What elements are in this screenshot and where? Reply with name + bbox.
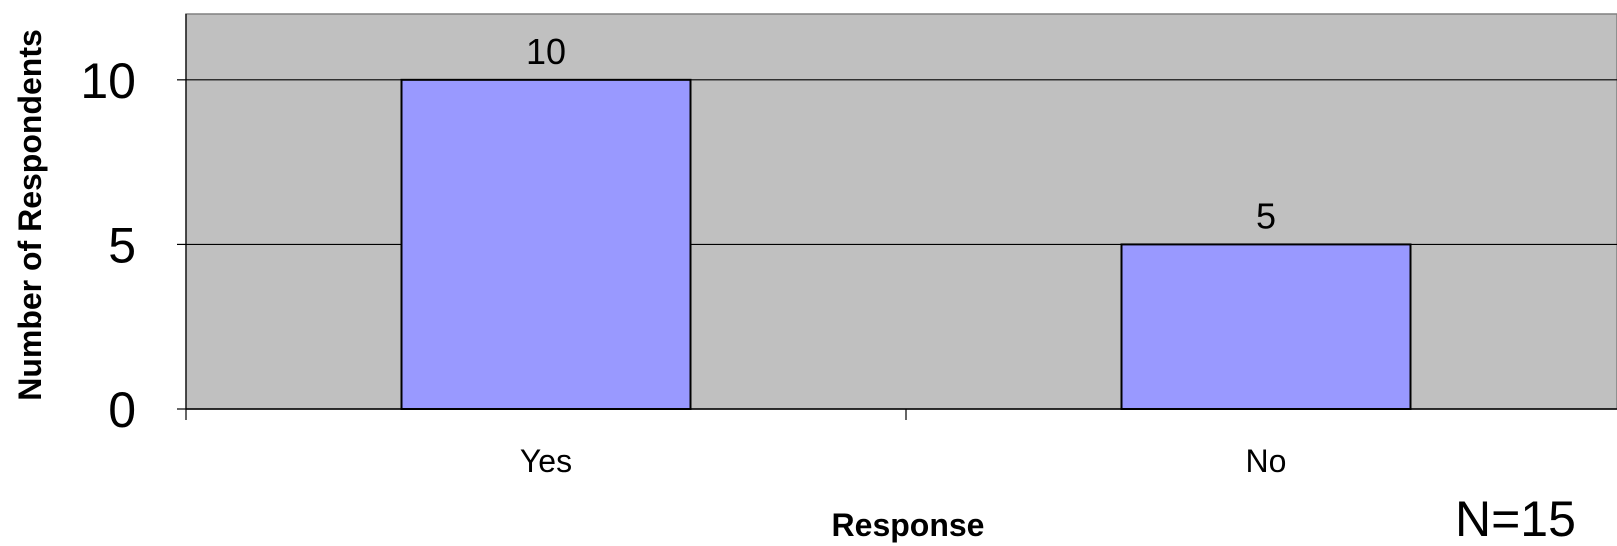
- y-tick-label: 0: [108, 382, 136, 438]
- y-tick-label: 10: [80, 53, 136, 109]
- sample-size-note: N=15: [1455, 491, 1576, 546]
- x-axis-title: Response: [832, 507, 985, 543]
- category-label-no: No: [1246, 443, 1287, 479]
- bar-yes: [400, 78, 692, 410]
- bars: [400, 78, 1412, 410]
- category-label-yes: Yes: [520, 443, 572, 479]
- axes: [177, 14, 1617, 420]
- y-axis-title: Number of Respondents: [12, 29, 48, 401]
- data-label-no: 5: [1256, 195, 1276, 236]
- labels: 0 5 10 10 Yes 5 No: [80, 31, 1286, 479]
- bar-no: [1120, 243, 1412, 410]
- data-label-yes: 10: [526, 31, 566, 72]
- y-tick-label: 5: [108, 217, 136, 273]
